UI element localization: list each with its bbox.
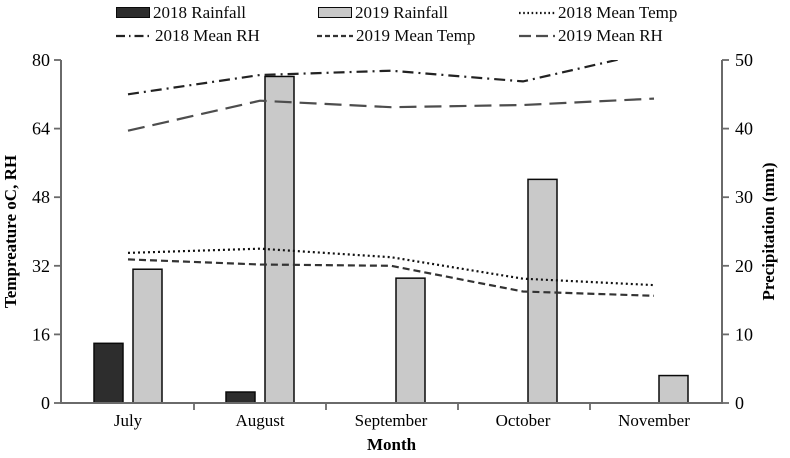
legend-label-2019-mean-temp: 2019 Mean Temp: [356, 25, 476, 45]
right-tick-label-0: 0: [735, 393, 744, 413]
right-axis-title: Precipitation (mm): [759, 162, 778, 300]
line-2018-mean-temp: [127, 247, 655, 287]
bar-2018-rainfall-july: [93, 342, 124, 404]
legend-item-2019-mean-rh: 2019 Mean RH: [519, 25, 663, 46]
bar-2019-rainfall-september: [395, 277, 426, 404]
axes-group: [60, 60, 723, 404]
legend-item-2018-mean-rh: 2018 Mean RH: [116, 25, 260, 46]
legend-label-2019-rainfall: 2019 Rainfall: [355, 2, 449, 22]
legend-swatch-2018-mean-rh: [116, 34, 152, 37]
bar-2019-rainfall-august: [264, 75, 295, 404]
right-tick-label-40: 40: [735, 119, 753, 139]
bar-2019-rainfall-november: [658, 374, 689, 404]
ticks-group: [54, 59, 729, 410]
bar-2018-rainfall-august: [225, 391, 256, 404]
x-tick-label-august: August: [235, 411, 284, 430]
lines-group: [127, 60, 655, 297]
left-tick-label-32: 32: [32, 256, 50, 276]
bars-group: [93, 75, 689, 404]
x-tick-label-november: November: [618, 411, 690, 430]
legend-label-2019-mean-rh: 2019 Mean RH: [558, 25, 663, 45]
left-tick-label-48: 48: [32, 187, 50, 207]
left-tick-label-80: 80: [32, 50, 50, 70]
left-axis-title: Tempreature oC, RH: [1, 155, 20, 308]
legend-label-2018-mean-rh: 2018 Mean RH: [155, 25, 260, 45]
legend-item-2019-mean-temp: 2019 Mean Temp: [317, 25, 475, 46]
x-tick-label-october: October: [496, 411, 551, 430]
legend-swatch-2019-rainfall: [318, 7, 352, 18]
legend-swatch-2019-mean-temp: [317, 34, 353, 37]
right-tick-label-20: 20: [735, 256, 753, 276]
bar-2019-rainfall-july: [132, 268, 163, 404]
right-tick-label-10: 10: [735, 324, 753, 344]
right-tick-label-50: 50: [735, 50, 753, 70]
legend-swatch-2019-mean-rh: [519, 34, 555, 37]
right-tick-label-30: 30: [735, 187, 753, 207]
x-tick-label-july: July: [114, 411, 143, 430]
line-2019-mean-rh: [127, 97, 655, 132]
bar-2019-rainfall-october: [527, 178, 558, 404]
line-2019-mean-temp: [127, 258, 655, 297]
left-tick-label-0: 0: [41, 393, 50, 413]
legend-item-2018-mean-temp: 2018 Mean Temp: [519, 2, 677, 23]
left-tick-label-16: 16: [32, 324, 50, 344]
line-2018-mean-rh: [127, 60, 622, 96]
legend-label-2018-mean-temp: 2018 Mean Temp: [558, 2, 678, 22]
legend-item-2018-rainfall: 2018 Rainfall: [116, 2, 246, 23]
x-axis-title: Month: [367, 435, 417, 454]
left-tick-label-64: 64: [32, 119, 50, 139]
legend-swatch-2018-mean-temp: [519, 11, 555, 14]
legend-item-2019-rainfall: 2019 Rainfall: [318, 2, 448, 23]
x-tick-label-september: September: [355, 411, 428, 430]
legend-label-2018-rainfall: 2018 Rainfall: [153, 2, 247, 22]
legend-swatch-2018-rainfall: [116, 7, 150, 18]
